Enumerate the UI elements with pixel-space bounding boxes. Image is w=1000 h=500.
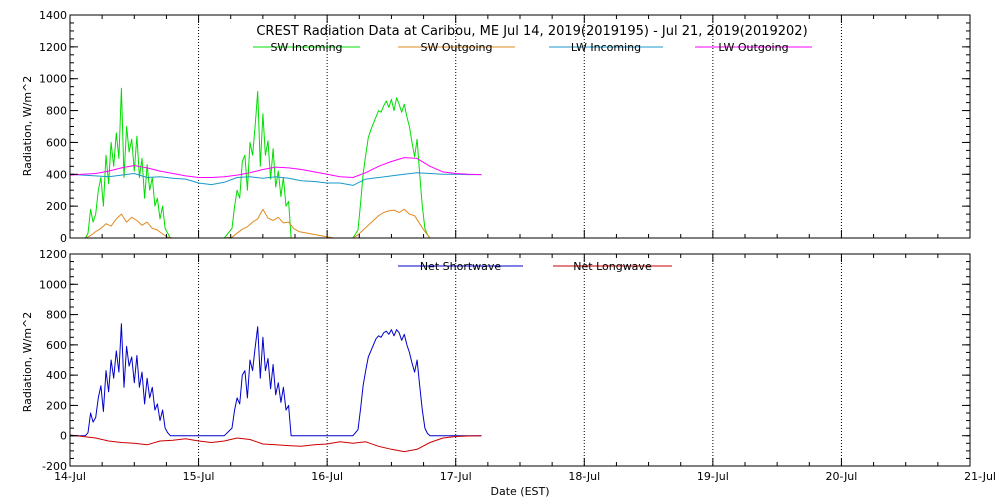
bottom-y-tick-label: 600 (46, 339, 67, 352)
top-legend-label: LW Outgoing (718, 41, 788, 54)
bottom-grid (198, 254, 842, 466)
x-tick-label: 18-Jul (568, 470, 600, 483)
x-tick-label: 16-Jul (311, 470, 343, 483)
bottom-series-net-longwave (69, 434, 482, 453)
x-tick-label: 19-Jul (697, 470, 729, 483)
x-tick-label: 17-Jul (440, 470, 472, 483)
top-y-axis-title: Radiation, W/m^2 (21, 76, 34, 177)
bottom-y-axis-title: Radiation, W/m^2 (21, 312, 34, 413)
top-panel: 0 200 400 600 800 1000 1200 1400 CREST Radiatio… (21, 9, 971, 245)
x-tick-label: 14-Jul (54, 470, 86, 483)
x-tick-label: 20-Jul (825, 470, 857, 483)
bottom-series-net-shortwave (70, 323, 482, 437)
top-y-tick-label: 200 (46, 200, 67, 213)
bottom-y-ticks: -200 0 200 400 600 800 1000 1200 (39, 248, 970, 473)
top-x-ticks (69, 15, 971, 238)
top-series (69, 87, 482, 239)
bottom-panel: -200 0 200 400 600 800 1000 1200 14-Jul 15-Jul 16… (21, 248, 996, 498)
bottom-legend: Net Shortwave Net Longwave (398, 260, 672, 273)
top-legend: SW Incoming SW Outgoing LW Incoming LW Outg… (253, 41, 812, 54)
top-y-tick-label: 1400 (39, 9, 67, 22)
top-legend-label: LW Incoming (571, 41, 641, 54)
bottom-series (69, 323, 482, 453)
top-y-tick-label: 800 (46, 105, 67, 118)
top-y-ticks: 0 200 400 600 800 1000 1200 1400 (39, 9, 970, 245)
top-y-tick-label: 600 (46, 136, 67, 149)
bottom-y-tick-label: 1000 (39, 278, 67, 291)
top-y-tick-label: 0 (60, 232, 67, 245)
x-tick-label: 21-Jul (964, 470, 996, 483)
bottom-legend-label: Net Longwave (573, 260, 652, 273)
top-legend-label: SW Incoming (270, 41, 342, 54)
bottom-y-tick-label: 200 (46, 399, 67, 412)
bottom-y-tick-label: 800 (46, 309, 67, 322)
top-series-sw-outgoing (70, 208, 482, 239)
top-series-lw-incoming (69, 172, 482, 186)
top-grid (198, 15, 842, 238)
top-series-lw-outgoing (69, 157, 482, 178)
bottom-y-tick-label: 400 (46, 369, 67, 382)
bottom-y-tick-label: 1200 (39, 248, 67, 261)
x-axis-title: Date (EST) (490, 485, 549, 498)
bottom-x-ticks: 14-Jul 15-Jul 16-Jul 17-Jul 18-Jul 19-Jul 20-J… (54, 254, 996, 483)
bottom-y-tick-label: -200 (42, 460, 67, 473)
chart-title: CREST Radiation Data at Caribou, ME Jul … (256, 24, 807, 39)
top-legend-label: SW Outgoing (420, 41, 492, 54)
top-y-tick-label: 1000 (39, 73, 67, 86)
bottom-legend-label: Net Shortwave (420, 260, 502, 273)
top-series-sw-incoming (70, 87, 482, 239)
top-y-tick-label: 400 (46, 168, 67, 181)
x-tick-label: 15-Jul (183, 470, 215, 483)
top-y-tick-label: 1200 (39, 41, 67, 54)
bottom-y-tick-label: 0 (60, 430, 67, 443)
